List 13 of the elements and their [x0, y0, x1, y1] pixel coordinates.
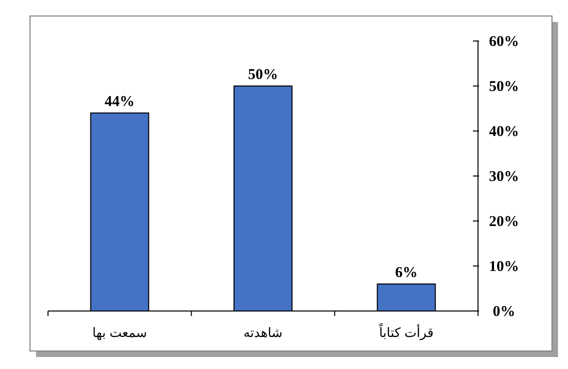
- y-tick-label: 30%: [489, 169, 519, 185]
- x-tick-label: قرأت كتاباً: [378, 323, 434, 341]
- data-label: 6%: [395, 265, 418, 281]
- y-tick-label: 60%: [489, 34, 519, 50]
- data-label: 44%: [104, 94, 135, 110]
- x-tick-label: سمعت بها: [92, 325, 147, 341]
- y-tick-label: 40%: [489, 124, 519, 140]
- data-label: 50%: [248, 67, 278, 83]
- y-tick-label: 50%: [489, 79, 519, 95]
- x-tick-label: شاهدته: [243, 325, 283, 340]
- y-tick-label: 20%: [489, 214, 519, 230]
- y-tick-label: 10%: [489, 259, 519, 275]
- y-tick-label: 0%: [492, 304, 516, 320]
